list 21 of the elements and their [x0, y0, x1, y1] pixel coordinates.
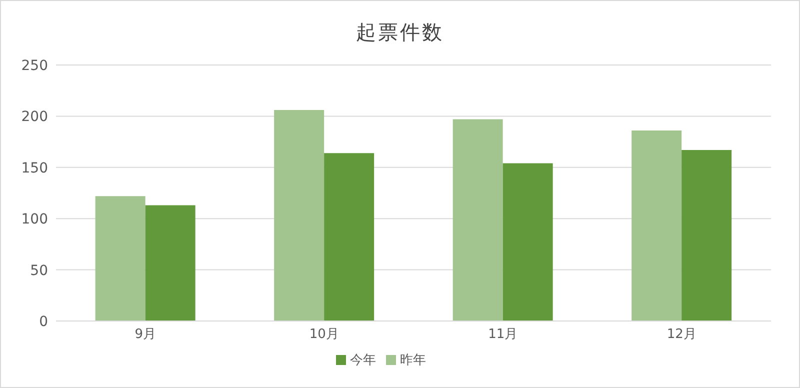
x-tick-label: 11月	[488, 327, 518, 342]
x-tick-label: 10月	[309, 327, 339, 342]
legend-label: 今年	[350, 353, 376, 368]
y-tick-label: 50	[30, 262, 48, 279]
bar	[145, 205, 196, 321]
x-tick-label: 12月	[666, 327, 696, 342]
y-tick-label: 0	[39, 314, 48, 330]
bar	[682, 150, 732, 321]
bar	[95, 196, 146, 321]
chart-title: 起票件数	[355, 19, 445, 46]
y-tick-label: 250	[21, 58, 48, 74]
bar	[324, 153, 374, 321]
x-tick-label: 9月	[134, 327, 156, 342]
bar	[502, 163, 553, 321]
bar	[632, 130, 682, 321]
bar	[452, 119, 503, 321]
y-tick-label: 200	[21, 109, 48, 126]
y-tick-label: 150	[21, 160, 48, 176]
y-tick-label: 100	[21, 212, 48, 228]
legend-label: 昨年	[400, 353, 426, 368]
bar	[274, 110, 324, 321]
